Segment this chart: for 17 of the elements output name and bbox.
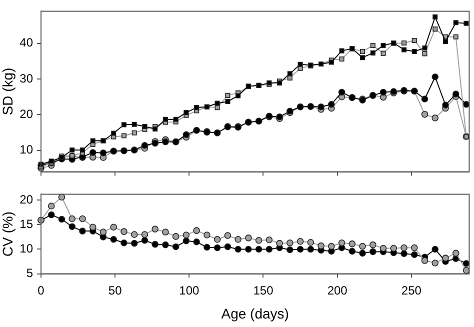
y-tick-label: 5: [26, 266, 34, 280]
y-tick-label: 15: [20, 216, 34, 231]
x-tick-label: 0: [38, 283, 45, 298]
y-tick-label: 20: [20, 107, 34, 122]
x-tick-label: 250: [401, 283, 422, 298]
x-tick-label: 50: [108, 283, 122, 298]
y-tick-label: 10: [20, 242, 34, 256]
y-axis-title: CV (%): [0, 211, 16, 257]
x-tick-label: 100: [179, 283, 200, 298]
y-tick-label: 40: [20, 36, 34, 50]
x-axis-title: Age (days): [221, 305, 289, 322]
x-tick-label: 150: [253, 283, 274, 298]
y-tick-label: 20: [20, 192, 34, 206]
y-tick-label: 30: [20, 71, 34, 86]
y-tick-label: 10: [20, 142, 34, 157]
y-axis-title: SD (kg): [0, 68, 16, 116]
x-tick-label: 200: [327, 283, 348, 298]
